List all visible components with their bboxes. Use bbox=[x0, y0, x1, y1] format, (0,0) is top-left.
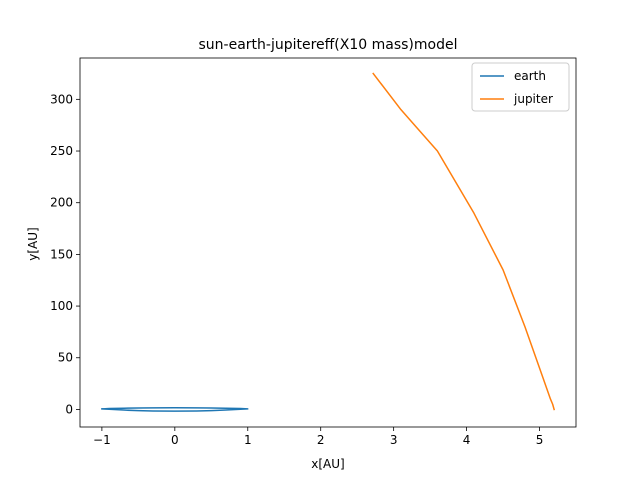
x-tick-label: 3 bbox=[390, 433, 398, 447]
y-tick-label: 100 bbox=[50, 299, 73, 313]
y-tick-label: 50 bbox=[58, 351, 73, 365]
y-tick-label: 200 bbox=[50, 196, 73, 210]
x-tick-label: 5 bbox=[536, 433, 544, 447]
y-axis-label: y[AU] bbox=[26, 227, 40, 260]
x-tick-label: 1 bbox=[244, 433, 252, 447]
x-axis-label: x[AU] bbox=[311, 457, 344, 471]
y-tick-label: 250 bbox=[50, 144, 73, 158]
legend-label-jupiter: jupiter bbox=[513, 92, 553, 106]
series-line-jupiter bbox=[372, 72, 556, 411]
x-tick-label: 2 bbox=[317, 433, 325, 447]
y-tick-label: 300 bbox=[50, 92, 73, 106]
series-line-earth bbox=[101, 407, 249, 412]
x-tick-label: −1 bbox=[93, 433, 111, 447]
chart-title: sun-earth-jupitereff(X10 mass)model bbox=[199, 37, 458, 53]
y-tick-label: 0 bbox=[65, 402, 73, 416]
x-tick-label: 4 bbox=[463, 433, 471, 447]
y-tick-label: 150 bbox=[50, 247, 73, 261]
legend-label-earth: earth bbox=[514, 69, 546, 83]
x-tick-label: 0 bbox=[171, 433, 179, 447]
axes-frame bbox=[79, 57, 577, 428]
